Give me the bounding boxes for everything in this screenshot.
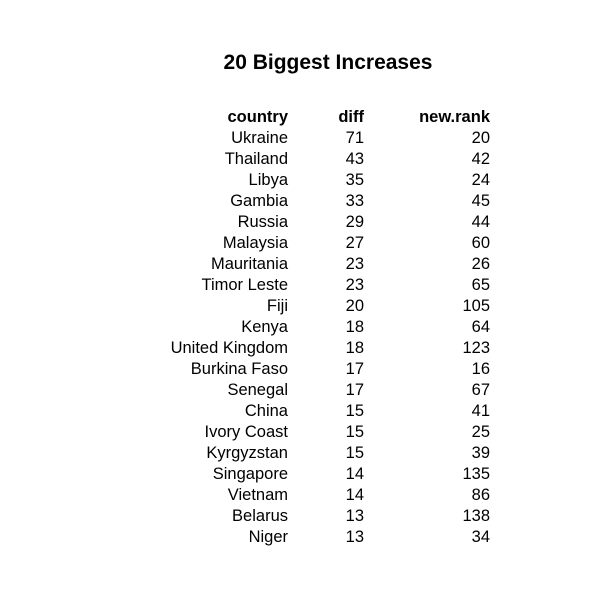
cell-diff: 23 (345, 255, 364, 273)
cell-country: China (244, 402, 288, 420)
table-row: Libya 35 24 (0, 170, 600, 191)
cell-diff: 14 (345, 465, 364, 483)
cell-diff: 27 (345, 234, 364, 252)
cell-diff: 18 (345, 318, 364, 336)
cell-diff: 18 (345, 339, 364, 357)
cell-new-rank: 60 (471, 234, 490, 252)
cell-diff: 14 (345, 486, 364, 504)
cell-diff: 15 (345, 444, 364, 462)
cell-new-rank: 24 (471, 171, 490, 189)
cell-country: Fiji (266, 297, 288, 315)
cell-new-rank: 64 (471, 318, 490, 336)
cell-diff: 17 (345, 360, 364, 378)
table-row: Russia 29 44 (0, 212, 600, 233)
cell-new-rank: 16 (471, 360, 490, 378)
cell-country: Libya (248, 171, 288, 189)
table-row: Ivory Coast 15 25 (0, 422, 600, 443)
cell-country: Kenya (241, 318, 288, 336)
cell-new-rank: 138 (462, 507, 490, 525)
cell-diff: 43 (345, 150, 364, 168)
cell-diff: 71 (345, 129, 364, 147)
table-row: Malaysia 27 60 (0, 233, 600, 254)
cell-country: Vietnam (227, 486, 288, 504)
table-row: China 15 41 (0, 401, 600, 422)
table-row: Vietnam 14 86 (0, 485, 600, 506)
table-row: Niger 13 34 (0, 527, 600, 548)
cell-new-rank: 39 (471, 444, 490, 462)
cell-country: Senegal (227, 381, 288, 399)
cell-diff: 15 (345, 402, 364, 420)
cell-country: Niger (248, 528, 288, 546)
cell-new-rank: 123 (462, 339, 490, 357)
cell-diff: 20 (345, 297, 364, 315)
cell-new-rank: 26 (471, 255, 490, 273)
column-header-country: country (227, 108, 288, 126)
cell-country: Russia (237, 213, 288, 231)
table-body: Ukraine 71 20 Thailand 43 42 Libya 35 24 Gambia 33… (0, 128, 600, 548)
cell-country: Ivory Coast (204, 423, 288, 441)
cell-new-rank: 105 (462, 297, 490, 315)
table-row: Belarus 13 138 (0, 506, 600, 527)
cell-new-rank: 67 (471, 381, 490, 399)
cell-new-rank: 45 (471, 192, 490, 210)
cell-new-rank: 44 (471, 213, 490, 231)
cell-country: Belarus (232, 507, 288, 525)
table-row: Burkina Faso 17 16 (0, 359, 600, 380)
table-row: Ukraine 71 20 (0, 128, 600, 149)
cell-diff: 15 (345, 423, 364, 441)
cell-new-rank: 41 (471, 402, 490, 420)
column-header-new-rank: new.rank (419, 108, 490, 126)
cell-country: Timor Leste (201, 276, 289, 294)
table-row: Senegal 17 67 (0, 380, 600, 401)
cell-country: Mauritania (210, 255, 288, 273)
chart-title: 20 Biggest Increases (223, 51, 433, 74)
table-row: Kyrgyzstan 15 39 (0, 443, 600, 464)
cell-country: Burkina Faso (190, 360, 288, 378)
cell-new-rank: 42 (471, 150, 490, 168)
cell-diff: 33 (345, 192, 364, 210)
cell-diff: 17 (345, 381, 364, 399)
table-row: United Kingdom 18 123 (0, 338, 600, 359)
cell-country: United Kingdom (170, 339, 288, 357)
cell-diff: 23 (345, 276, 364, 294)
cell-country: Singapore (212, 465, 288, 483)
table-row: Gambia 33 45 (0, 191, 600, 212)
cell-country: Kyrgyzstan (206, 444, 288, 462)
table-row: Thailand 43 42 (0, 149, 600, 170)
cell-new-rank: 135 (462, 465, 490, 483)
cell-new-rank: 20 (471, 129, 490, 147)
table-row: Fiji 20 105 (0, 296, 600, 317)
column-header-diff: diff (338, 108, 364, 126)
table-row: Mauritania 23 26 (0, 254, 600, 275)
table-row: Timor Leste 23 65 (0, 275, 600, 296)
table-row: Singapore 14 135 (0, 464, 600, 485)
cell-country: Thailand (224, 150, 288, 168)
cell-country: Gambia (230, 192, 288, 210)
cell-diff: 29 (345, 213, 364, 231)
cell-diff: 13 (345, 507, 364, 525)
cell-new-rank: 34 (471, 528, 490, 546)
data-table: country diff new.rank Ukraine 71 20 Thailan… (0, 107, 600, 548)
table-row: Kenya 18 64 (0, 317, 600, 338)
cell-country: Ukraine (231, 129, 288, 147)
cell-country: Malaysia (222, 234, 288, 252)
cell-new-rank: 65 (471, 276, 490, 294)
cell-new-rank: 25 (471, 423, 490, 441)
cell-new-rank: 86 (471, 486, 490, 504)
cell-diff: 13 (345, 528, 364, 546)
cell-diff: 35 (345, 171, 364, 189)
table-header-row: country diff new.rank (0, 107, 600, 128)
